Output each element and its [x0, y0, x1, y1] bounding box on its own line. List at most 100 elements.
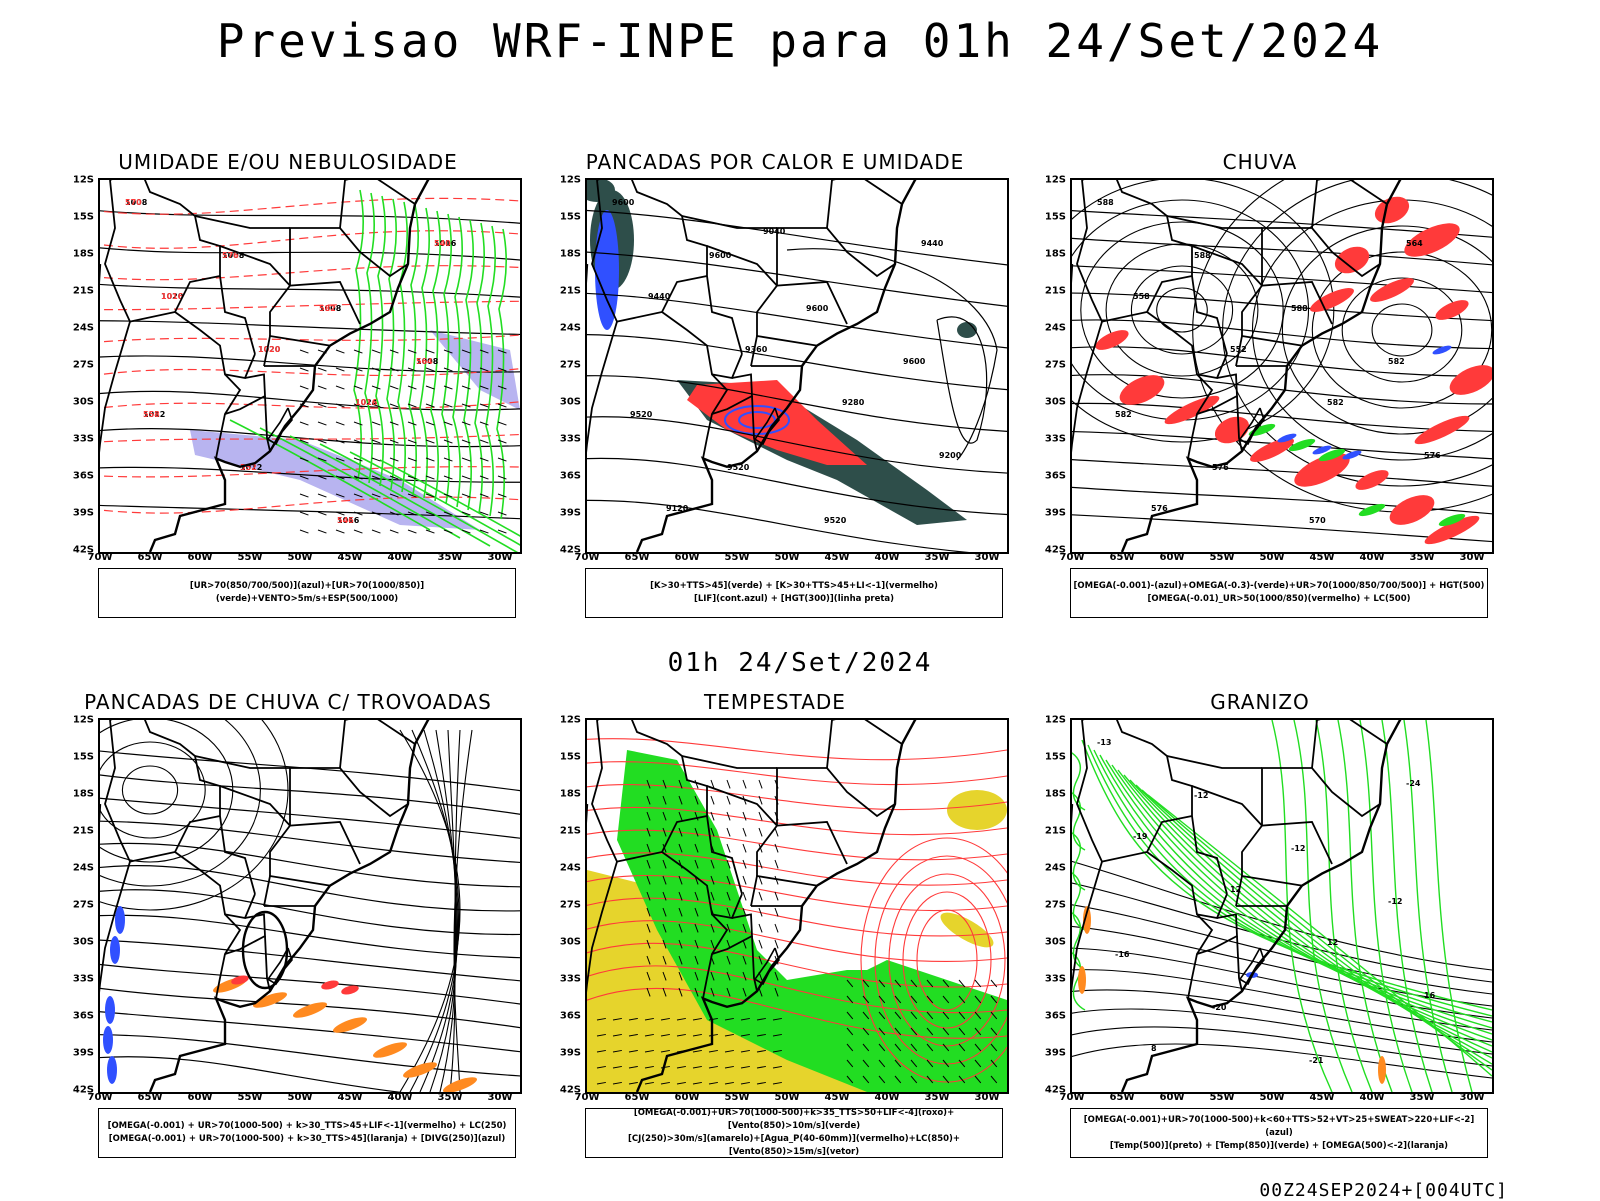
latitude-tick-label: 24S [72, 862, 94, 874]
divergence-area-blue [115, 906, 125, 934]
wind-vector [676, 1033, 686, 1037]
contour-line [100, 1034, 520, 1077]
longitude-tick-label: 50W [287, 552, 313, 563]
longitude-tick-label: 50W [774, 552, 800, 563]
wind-vector [958, 1059, 966, 1068]
wind-vector [926, 979, 934, 988]
wind-vector [389, 439, 399, 444]
wind-vector [694, 843, 699, 853]
border-line [681, 755, 777, 769]
wind-vector [942, 1027, 950, 1036]
temp850-contour [1072, 912, 1086, 971]
longitude-tick-label: 70W [87, 1092, 113, 1103]
contour-label: 1016 [161, 292, 184, 301]
wind-vector [662, 891, 667, 901]
map-panel: UMIDADE E/OU NEBULOSIDADE 12S 15S 18S 21S 24S… [58, 150, 522, 620]
contour-label: 564 [1406, 239, 1423, 248]
humidity-contour-green [375, 195, 386, 487]
latitude-tick-label: 36S [1044, 1010, 1066, 1022]
wind-vector [317, 457, 327, 462]
contour-label: 582 [1115, 410, 1132, 419]
wind-vector [371, 349, 381, 354]
humidity-contour-green [289, 435, 491, 547]
contour-label: 576 [222, 251, 239, 260]
longitude-tick-label: 45W [1309, 552, 1335, 563]
wind-vector [646, 987, 651, 997]
wind-vector [646, 891, 651, 901]
wind-vector [443, 457, 453, 462]
wind-vector [425, 457, 435, 462]
longitude-tick-label: 45W [337, 552, 363, 563]
coastline-east [148, 720, 430, 1092]
contour-ring [100, 720, 261, 887]
longitude-tick-label: 40W [1359, 552, 1385, 563]
border-line [776, 227, 896, 286]
wind-vector [425, 493, 435, 498]
wind-vector [646, 923, 651, 933]
longitude-tick-label: 55W [237, 1092, 263, 1103]
latitude-tick-label: 15S [559, 751, 581, 763]
contour-line [100, 797, 520, 839]
humidity-contour-green [496, 228, 507, 520]
wind-vector [726, 779, 731, 789]
border-line [1166, 755, 1262, 769]
border-line [194, 755, 290, 769]
wind-vector [678, 891, 683, 901]
contour-label: 9200 [939, 451, 962, 460]
wind-vector [678, 795, 683, 805]
wind-vector [662, 971, 667, 981]
storm-area-red [231, 975, 249, 985]
wind-vector [742, 955, 747, 965]
rain-area-red [1424, 515, 1480, 545]
border-line [1236, 935, 1243, 992]
wind-vector [389, 475, 399, 480]
wind-vector [710, 795, 715, 805]
wind-vector [389, 403, 399, 408]
lif-contour-blue [595, 210, 619, 330]
wind-vector [660, 1081, 670, 1085]
precipitable-water-contour [587, 784, 1007, 811]
wind-vector [317, 439, 327, 444]
wind-vector [371, 439, 381, 444]
wind-vector [974, 995, 982, 1004]
wind-vector [774, 923, 779, 933]
latitude-tick-label: 42S [559, 544, 581, 556]
wind-vector [596, 1017, 606, 1021]
wind-vector [910, 1027, 918, 1036]
contour-label: 1016 [434, 239, 457, 248]
contour-label: 9600 [806, 304, 829, 313]
legend-text: [CJ(250)>30m/s](amarelo)+[Agua_P(40-60mm… [627, 1134, 961, 1157]
wind-vector [894, 1075, 902, 1084]
wind-vector [389, 385, 399, 390]
latitude-tick-label: 27S [72, 359, 94, 371]
longitude-tick-label: 60W [674, 1092, 700, 1103]
wind-vector [646, 907, 651, 917]
wind-vector [846, 1043, 854, 1052]
wind-vector [692, 1081, 702, 1085]
wind-vector [724, 1017, 734, 1021]
wind-vector [662, 795, 667, 805]
border-line [597, 180, 743, 355]
wind-vector [772, 1081, 782, 1085]
border-line [826, 720, 903, 769]
wind-vector [479, 439, 489, 444]
lagoon [266, 947, 293, 986]
wind-vector [710, 939, 715, 949]
wind-vector [692, 1017, 702, 1021]
contour-label: 9520 [630, 410, 653, 419]
wind-vector [596, 1033, 606, 1037]
longitude-tick-label: 60W [187, 1092, 213, 1103]
precipitable-water-contour [587, 874, 1007, 912]
convection-area-orange [442, 1077, 478, 1092]
wind-vector [742, 843, 747, 853]
wind-vector [710, 987, 715, 997]
rain-area-green [1318, 448, 1346, 462]
longitude-tick-label: 40W [1359, 1092, 1385, 1103]
wind-vector [299, 349, 309, 354]
wind-vector [353, 475, 363, 480]
wind-vector [371, 493, 381, 498]
contour-line [1072, 459, 1492, 487]
latitude-tick-label: 39S [72, 1047, 94, 1059]
contour-label: 1008 [125, 198, 148, 207]
contour-label: 588 [1097, 198, 1114, 207]
